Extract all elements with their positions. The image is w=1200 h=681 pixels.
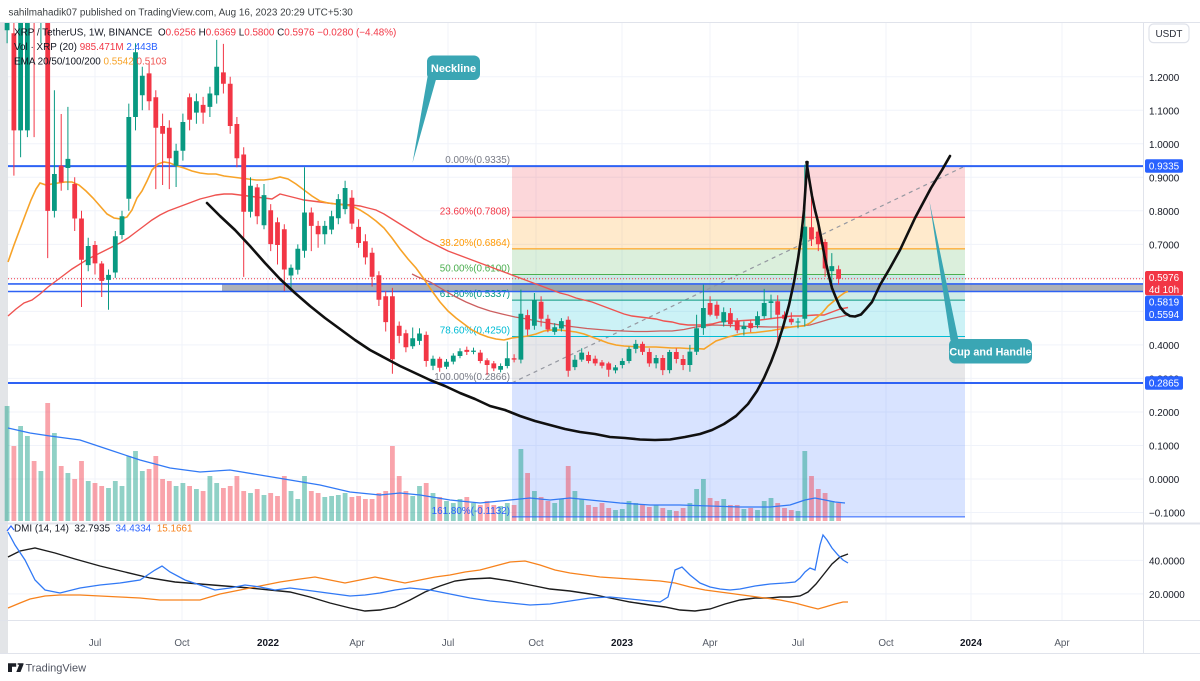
svg-text:Oct: Oct xyxy=(174,638,190,649)
svg-text:38.20%(0.6864): 38.20%(0.6864) xyxy=(440,238,510,249)
svg-text:0.9000: 0.9000 xyxy=(1149,173,1180,184)
svg-text:0.0000: 0.0000 xyxy=(1149,475,1180,486)
svg-text:0.9335: 0.9335 xyxy=(1149,162,1180,173)
svg-text:Jul: Jul xyxy=(442,638,455,649)
svg-text:161.80%(-0.1132): 161.80%(-0.1132) xyxy=(432,506,510,517)
svg-text:50.00%(0.6100): 50.00%(0.6100) xyxy=(440,264,510,275)
svg-text:Oct: Oct xyxy=(528,638,544,649)
svg-text:−0.1000: −0.1000 xyxy=(1149,509,1185,520)
svg-text:0.4000: 0.4000 xyxy=(1149,341,1180,352)
svg-text:Vol · XRP (20) 985.471M 2.443B: Vol · XRP (20) 985.471M 2.443B xyxy=(14,42,158,53)
svg-text:0.7000: 0.7000 xyxy=(1149,240,1180,251)
svg-text:0.2865: 0.2865 xyxy=(1149,379,1180,390)
svg-text:sahilmahadik07 published on Tr: sahilmahadik07 published on TradingView.… xyxy=(9,8,354,19)
svg-text:0.2000: 0.2000 xyxy=(1149,408,1180,419)
svg-text:Jul: Jul xyxy=(89,638,102,649)
svg-text:2024: 2024 xyxy=(960,638,982,649)
svg-text:USDT: USDT xyxy=(1156,29,1183,40)
svg-text:Cup and Handle: Cup and Handle xyxy=(949,347,1031,359)
svg-text:Neckline: Neckline xyxy=(431,63,476,75)
svg-text:XRP / TetherUS, 1W, BINANCE O: XRP / TetherUS, 1W, BINANCE O0.6256 H0.6… xyxy=(14,28,396,39)
svg-text:Apr: Apr xyxy=(349,638,365,649)
svg-text:Apr: Apr xyxy=(702,638,718,649)
svg-text:61.80%(0.5337): 61.80%(0.5337) xyxy=(440,289,510,300)
svg-text:Apr: Apr xyxy=(1054,638,1070,649)
svg-text:1.1000: 1.1000 xyxy=(1149,106,1180,117)
svg-text:0.8000: 0.8000 xyxy=(1149,207,1180,218)
svg-text:40.0000: 40.0000 xyxy=(1149,556,1185,567)
svg-text:23.60%(0.7808): 23.60%(0.7808) xyxy=(440,206,510,217)
svg-text:100.00%(0.2866): 100.00%(0.2866) xyxy=(434,372,510,383)
svg-text:Oct: Oct xyxy=(878,638,894,649)
svg-text:0.5976: 0.5976 xyxy=(1149,273,1180,284)
svg-text:1.0000: 1.0000 xyxy=(1149,140,1180,151)
svg-text:20.0000: 20.0000 xyxy=(1149,590,1185,601)
svg-text:1.2000: 1.2000 xyxy=(1149,73,1180,84)
svg-text:0.5594: 0.5594 xyxy=(1149,310,1180,321)
svg-text:0.5819: 0.5819 xyxy=(1149,298,1180,309)
svg-text:EMA 20/50/100/200 0.5542 0.510: EMA 20/50/100/200 0.5542 0.5103 xyxy=(14,57,167,68)
svg-text:TradingView: TradingView xyxy=(26,663,87,675)
svg-text:Jul: Jul xyxy=(792,638,805,649)
svg-text:0.00%(0.9335): 0.00%(0.9335) xyxy=(445,155,510,166)
svg-text:2023: 2023 xyxy=(611,638,633,649)
svg-text:4d 10h: 4d 10h xyxy=(1149,285,1179,296)
svg-text:DMI (14, 14) 32.7935 34.4334: DMI (14, 14) 32.7935 34.4334 15.1661 xyxy=(14,524,193,535)
svg-text:0.1000: 0.1000 xyxy=(1149,442,1180,453)
svg-text:2022: 2022 xyxy=(257,638,279,649)
